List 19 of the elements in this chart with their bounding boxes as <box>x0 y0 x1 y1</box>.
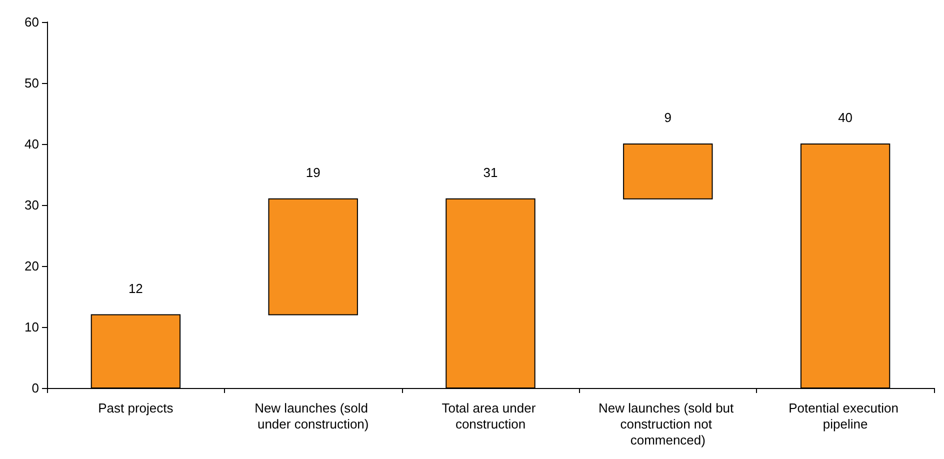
x-tick-label: New launches (sold under construction) <box>254 400 372 432</box>
data-label: 12 <box>128 280 143 296</box>
y-tick-label: 20 <box>24 258 39 274</box>
x-tick-label: Past projects <box>98 400 174 416</box>
y-tick-label: 10 <box>24 320 39 334</box>
data-label: 31 <box>483 164 498 180</box>
bar <box>623 144 713 200</box>
x-tick-label: Total area under construction <box>442 400 540 432</box>
y-tick-label: 60 <box>24 14 39 30</box>
y-tick-label: 40 <box>24 136 39 152</box>
y-tick-label: 30 <box>24 198 39 212</box>
y-tick-label: 50 <box>24 76 39 90</box>
data-label: 40 <box>838 110 853 125</box>
data-label: 9 <box>664 110 672 125</box>
x-tick-label: New launches (sold but construction not commenced) <box>598 400 738 448</box>
x-tick-label: Potential execution pipeline <box>788 400 902 432</box>
bar <box>268 198 358 316</box>
y-tick-label: 0 <box>32 380 39 396</box>
data-label: 19 <box>306 164 320 180</box>
